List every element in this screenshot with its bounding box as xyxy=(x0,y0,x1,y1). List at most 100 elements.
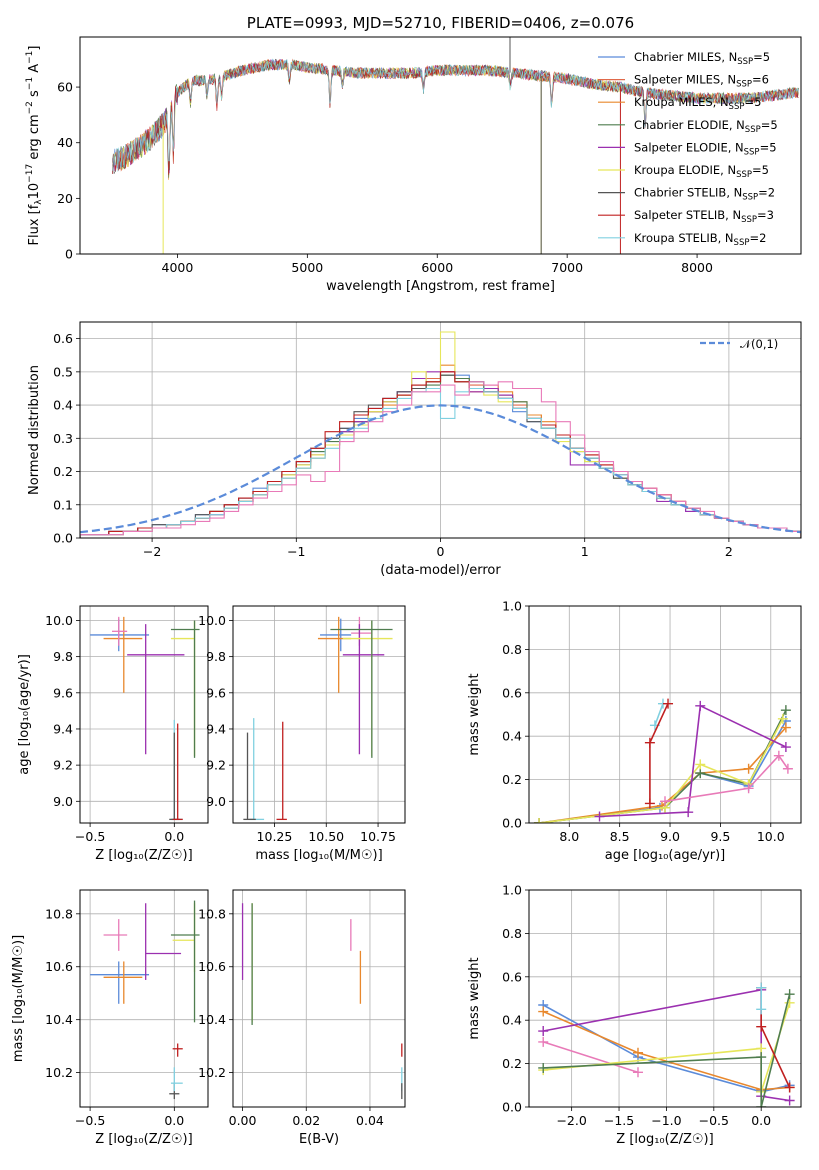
panel-mass-vs-Z: −0.5 0.0 10.2 10.4 10.6 10.8 Z [log₁₀(Z/Z☉)] ma… xyxy=(11,889,209,1147)
y-tick-label: 0 xyxy=(65,247,73,262)
y-tick-label: 1.0 xyxy=(502,599,522,614)
panel-spectrum: 4000 5000 6000 7000 8000 0 20 40 60 wavelength [A… xyxy=(25,14,802,294)
axes-frame xyxy=(232,605,406,824)
weight-marker xyxy=(695,700,706,711)
panel-weight-vs-age: 8.0 8.5 9.0 9.5 10.0 0.0 0.2 0.4 0.6 0.8 1.0 age [l… xyxy=(467,599,802,863)
x-tick-label: −0.5 xyxy=(75,829,105,844)
y-tick-label: 0.5 xyxy=(53,364,73,379)
y-tick-label: 9.0 xyxy=(53,794,73,809)
y-tick-label: 0.6 xyxy=(502,685,522,700)
weight-marker xyxy=(538,1026,549,1037)
y-tick-label: 10.2 xyxy=(198,1065,226,1080)
x-tick-label: 7000 xyxy=(551,260,583,275)
weight-marker xyxy=(644,737,655,748)
legend: Chabrier MILES, NSSP=5 Salpeter MILES, NS… xyxy=(598,50,778,248)
x-axis-label: (data-model)/error xyxy=(380,563,501,578)
weight-marker xyxy=(756,1021,767,1032)
weight-marker xyxy=(743,783,754,794)
weight-marker xyxy=(632,1047,643,1058)
y-tick-label: 0.4 xyxy=(502,1013,522,1028)
y-tick-label: 9.4 xyxy=(53,721,73,736)
y-tick-label: 1.0 xyxy=(502,883,522,898)
legend-entry: Kroupa STELIB, NSSP=2 xyxy=(634,231,766,248)
axes-frame xyxy=(528,889,802,1108)
x-tick-label: 10.50 xyxy=(308,829,344,844)
legend-entry: Chabrier ELODIE, NSSP=5 xyxy=(634,118,778,135)
x-tick-label: 8.0 xyxy=(559,829,579,844)
weight-marker xyxy=(632,1067,643,1078)
y-tick-label: 60 xyxy=(57,80,73,95)
y-tick-label: 9.6 xyxy=(53,685,73,700)
x-tick-label: −0.5 xyxy=(699,1113,729,1128)
x-tick-label: 8000 xyxy=(681,260,713,275)
weight-series xyxy=(664,754,789,803)
weight-marker xyxy=(644,798,655,809)
plot-area xyxy=(243,616,393,821)
weight-marker xyxy=(756,1043,767,1054)
x-tick-label: 0 xyxy=(437,544,445,559)
x-axis-label: wavelength [Angstrom, rest frame] xyxy=(326,279,555,294)
x-axis-label: Z [log₁₀(Z/Z☉)] xyxy=(95,848,192,863)
weight-marker xyxy=(756,1052,767,1063)
x-tick-label: 5000 xyxy=(291,260,323,275)
weight-marker xyxy=(660,796,670,807)
weight-series xyxy=(649,703,669,804)
x-tick-label: 0.00 xyxy=(229,1113,257,1128)
weight-series xyxy=(542,1041,639,1074)
weight-marker xyxy=(663,698,674,709)
legend-entry: Salpeter MILES, NSSP=6 xyxy=(634,73,769,90)
weight-marker xyxy=(782,763,793,774)
weight-series xyxy=(599,704,787,818)
y-tick-label: 9.4 xyxy=(206,721,226,736)
y-tick-label: 20 xyxy=(57,191,73,206)
plot-area xyxy=(112,37,799,254)
y-axis-label: mass weight xyxy=(467,957,482,1039)
weight-marker xyxy=(743,763,754,774)
y-tick-label: 0.4 xyxy=(502,729,522,744)
weight-marker xyxy=(695,768,706,779)
panel-residuals: −2 −1 0 1 2 0.0 0.1 0.2 0.3 0.4 0.5 0.6 (data-model)… xyxy=(27,321,802,578)
x-tick-label: 4000 xyxy=(162,260,194,275)
histogram-series xyxy=(80,381,801,538)
legend-entry: Salpeter ELODIE, NSSP=5 xyxy=(634,140,777,157)
y-tick-label: 10.4 xyxy=(198,1012,226,1027)
axes-frame xyxy=(79,36,802,255)
y-tick-label: 9.8 xyxy=(206,649,226,664)
legend-entry: Salpeter STELIB, NSSP=3 xyxy=(634,208,774,225)
y-axis-label: mass weight xyxy=(467,673,482,755)
y-tick-label: 0.0 xyxy=(502,1100,522,1115)
legend-entry: Chabrier MILES, NSSP=5 xyxy=(634,50,770,67)
x-tick-label: 2 xyxy=(725,544,733,559)
y-tick-label: 0.8 xyxy=(502,642,522,657)
gaussian-curve xyxy=(80,404,801,534)
y-axis-label: Normed distribution xyxy=(27,365,42,495)
plot-area xyxy=(534,698,793,823)
legend: 𝒩(0,1) xyxy=(700,337,778,351)
x-tick-label: 0.0 xyxy=(164,829,184,844)
x-tick-label: 10.0 xyxy=(757,829,785,844)
x-tick-label: 0.02 xyxy=(292,1113,320,1128)
x-tick-label: 0.0 xyxy=(751,1113,771,1128)
weight-marker xyxy=(780,742,791,753)
y-tick-label: 0.4 xyxy=(53,398,73,413)
weight-marker xyxy=(773,750,784,761)
y-tick-label: 10.0 xyxy=(198,613,226,628)
x-tick-label: −1 xyxy=(287,544,305,559)
weight-series xyxy=(543,994,791,1107)
x-tick-label: 10.75 xyxy=(360,829,396,844)
weight-marker xyxy=(695,759,706,770)
x-axis-label: age [log₁₀(age/yr)] xyxy=(605,848,726,863)
y-tick-label: 9.8 xyxy=(53,649,73,664)
y-tick-label: 9.2 xyxy=(206,758,226,773)
y-tick-label: 0.6 xyxy=(53,331,73,346)
weight-series xyxy=(543,988,790,1102)
y-tick-label: 0.2 xyxy=(53,464,73,479)
x-tick-label: −1.0 xyxy=(651,1113,681,1128)
y-tick-label: 0.1 xyxy=(53,497,73,512)
y-tick-label: 10.6 xyxy=(45,959,73,974)
x-axis-label: mass [log₁₀(M/M☉)] xyxy=(255,848,382,863)
weight-marker xyxy=(780,722,791,733)
weight-series xyxy=(542,1010,790,1091)
y-axis-label: mass [log₁₀(M/M☉)] xyxy=(11,935,26,1062)
